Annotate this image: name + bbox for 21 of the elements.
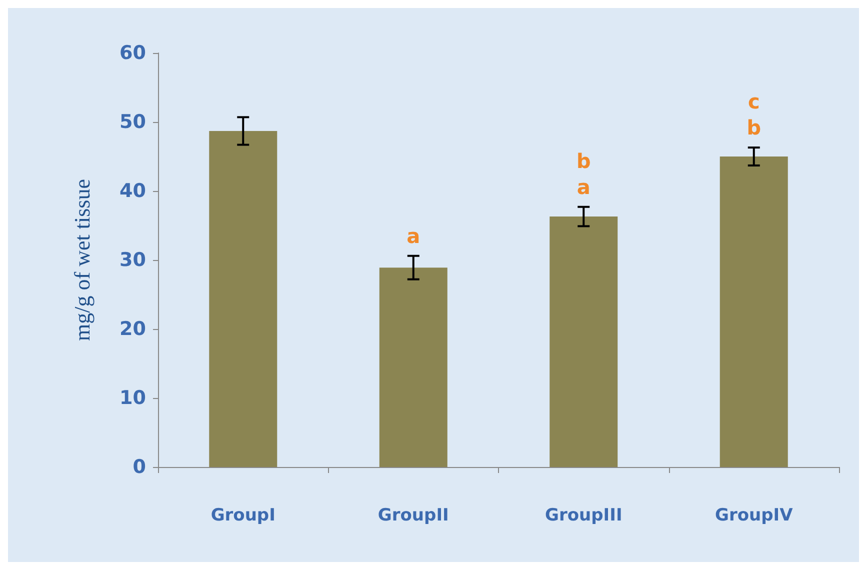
annotation: c	[748, 90, 760, 114]
annotation: a	[406, 224, 420, 248]
annotation: b	[746, 116, 762, 140]
y-tick-label: 10	[120, 387, 146, 409]
annotation: a	[576, 174, 590, 199]
bar	[379, 268, 448, 467]
y-tick-label: 0	[132, 456, 146, 478]
y-axis-title: mg/g of wet tissue	[70, 179, 94, 341]
x-tick-label: GroupIII	[544, 506, 622, 526]
y-tick-label: 50	[120, 111, 146, 133]
annotation: b	[576, 148, 591, 173]
bar	[209, 130, 278, 467]
x-tick-label: GroupIV	[714, 506, 794, 526]
y-tick-label: 20	[120, 318, 146, 340]
y-tick-label: 30	[120, 249, 146, 271]
x-tick-label: GroupII	[378, 506, 449, 526]
bar	[720, 156, 788, 467]
y-tick-label: 60	[120, 42, 146, 64]
bar	[550, 216, 618, 467]
x-tick-label: GroupI	[210, 506, 276, 526]
y-tick-label: 40	[120, 180, 146, 202]
